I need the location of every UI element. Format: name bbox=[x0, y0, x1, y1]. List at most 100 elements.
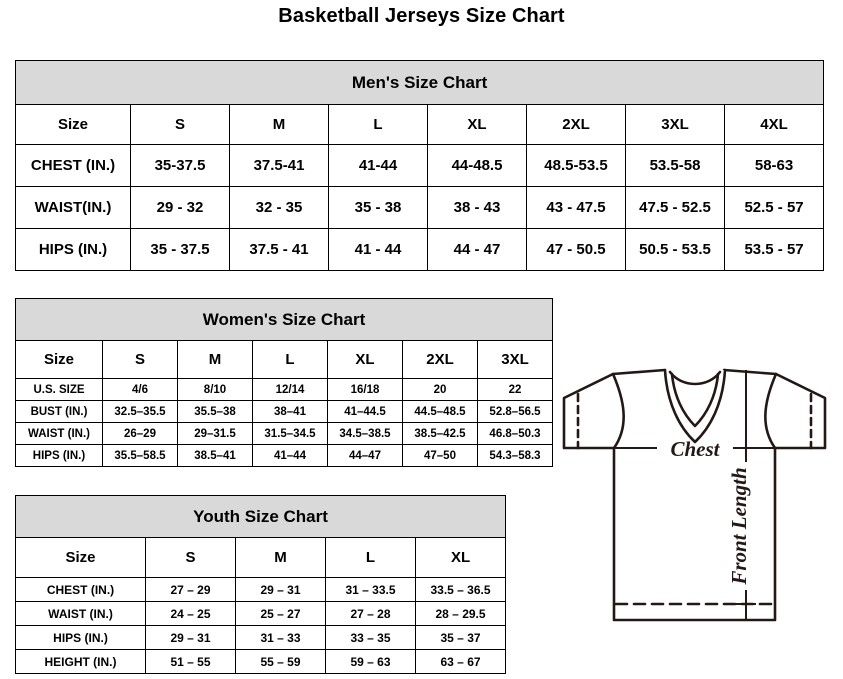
womens-row-label: HIPS (IN.) bbox=[15, 444, 103, 467]
table-cell: 44.5–48.5 bbox=[402, 400, 478, 423]
table-cell: 51 – 55 bbox=[145, 649, 236, 674]
youth-header-m: M bbox=[235, 537, 326, 578]
table-cell: 58-63 bbox=[723, 144, 825, 187]
table-cell: 25 – 27 bbox=[235, 601, 326, 626]
youth-band-title: Youth Size Chart bbox=[14, 495, 507, 538]
youth-band-row: Youth Size Chart bbox=[14, 495, 507, 538]
table-row: WAIST (IN.) 24 – 25 25 – 27 27 – 28 28 –… bbox=[15, 601, 507, 626]
table-cell: 53.5-58 bbox=[625, 144, 725, 187]
table-cell: 44-48.5 bbox=[427, 144, 527, 187]
womens-header-row: Size S M L XL 2XL 3XL bbox=[15, 340, 554, 379]
table-cell: 35 - 37.5 bbox=[130, 228, 230, 271]
table-cell: 50.5 - 53.5 bbox=[625, 228, 725, 271]
table-row: HIPS (IN.) 29 – 31 31 – 33 33 – 35 35 – … bbox=[15, 625, 507, 650]
youth-header-xl: XL bbox=[414, 537, 507, 578]
youth-row-label: HEIGHT (IN.) bbox=[15, 649, 146, 674]
mens-header-s: S bbox=[130, 104, 230, 145]
youth-header-s: S bbox=[145, 537, 236, 578]
table-cell: 31 – 33 bbox=[235, 625, 326, 650]
front-length-measure-line bbox=[736, 370, 756, 620]
table-row: HEIGHT (IN.) 51 – 55 55 – 59 59 – 63 63 … bbox=[15, 649, 507, 674]
womens-header-xl: XL bbox=[327, 340, 403, 379]
mens-band-title: Men's Size Chart bbox=[14, 60, 825, 105]
table-cell: 29 – 31 bbox=[145, 625, 236, 650]
table-cell: 27 – 29 bbox=[145, 577, 236, 602]
table-cell: 54.3–58.3 bbox=[476, 444, 554, 467]
table-cell: 38.5–41 bbox=[177, 444, 253, 467]
youth-header-row: Size S M L XL bbox=[15, 537, 507, 578]
table-cell: 35 – 37 bbox=[414, 625, 507, 650]
table-cell: 38.5–42.5 bbox=[402, 422, 478, 445]
womens-row-label: U.S. SIZE bbox=[15, 378, 103, 401]
table-row: CHEST (IN.) 35-37.5 37.5-41 41-44 44-48.… bbox=[15, 144, 825, 187]
womens-header-size: Size bbox=[15, 340, 103, 379]
womens-row-label: WAIST (IN.) bbox=[15, 422, 103, 445]
table-row: WAIST(IN.) 29 - 32 32 - 35 35 - 38 38 - … bbox=[15, 186, 825, 229]
mens-header-size: Size bbox=[15, 104, 131, 145]
table-row: CHEST (IN.) 27 – 29 29 – 31 31 – 33.5 33… bbox=[15, 577, 507, 602]
table-cell: 26–29 bbox=[102, 422, 178, 445]
womens-header-3xl: 3XL bbox=[476, 340, 554, 379]
youth-size-table: Youth Size Chart Size S M L XL CHEST (IN… bbox=[14, 495, 507, 674]
table-cell: 35.5–38 bbox=[177, 400, 253, 423]
table-cell: 24 – 25 bbox=[145, 601, 236, 626]
table-cell: 20 bbox=[402, 378, 478, 401]
table-row: HIPS (IN.) 35.5–58.5 38.5–41 41–44 44–47… bbox=[15, 444, 554, 467]
mens-header-4xl: 4XL bbox=[723, 104, 825, 145]
table-cell: 41–44 bbox=[252, 444, 328, 467]
table-cell: 41-44 bbox=[328, 144, 428, 187]
table-row: HIPS (IN.) 35 - 37.5 37.5 - 41 41 - 44 4… bbox=[15, 228, 825, 271]
table-cell: 32 - 35 bbox=[229, 186, 329, 229]
table-cell: 47 - 50.5 bbox=[526, 228, 626, 271]
mens-header-m: M bbox=[229, 104, 329, 145]
table-cell: 63 – 67 bbox=[414, 649, 507, 674]
table-cell: 31.5–34.5 bbox=[252, 422, 328, 445]
table-cell: 44 - 47 bbox=[427, 228, 527, 271]
table-cell: 8/10 bbox=[177, 378, 253, 401]
youth-row-label: WAIST (IN.) bbox=[15, 601, 146, 626]
table-cell: 41 - 44 bbox=[328, 228, 428, 271]
womens-header-s: S bbox=[102, 340, 178, 379]
mens-header-row: Size S M L XL 2XL 3XL 4XL bbox=[15, 104, 825, 145]
table-row: WAIST (IN.) 26–29 29–31.5 31.5–34.5 34.5… bbox=[15, 422, 554, 445]
table-cell: 48.5-53.5 bbox=[526, 144, 626, 187]
youth-header-l: L bbox=[325, 537, 416, 578]
table-cell: 47–50 bbox=[402, 444, 478, 467]
table-cell: 31 – 33.5 bbox=[325, 577, 416, 602]
mens-row-label: HIPS (IN.) bbox=[15, 228, 131, 271]
youth-row-label: HIPS (IN.) bbox=[15, 625, 146, 650]
table-cell: 28 – 29.5 bbox=[414, 601, 507, 626]
table-cell: 47.5 - 52.5 bbox=[625, 186, 725, 229]
mens-band-row: Men's Size Chart bbox=[14, 60, 825, 105]
mens-header-3xl: 3XL bbox=[625, 104, 725, 145]
mens-header-2xl: 2XL bbox=[526, 104, 626, 145]
table-cell: 37.5 - 41 bbox=[229, 228, 329, 271]
mens-size-table: Men's Size Chart Size S M L XL 2XL 3XL 4… bbox=[14, 60, 825, 271]
chest-label: Chest bbox=[670, 437, 720, 461]
youth-header-size: Size bbox=[15, 537, 146, 578]
table-cell: 29 – 31 bbox=[235, 577, 326, 602]
table-cell: 38 - 43 bbox=[427, 186, 527, 229]
jersey-tshirt-icon bbox=[562, 368, 827, 622]
table-cell: 38–41 bbox=[252, 400, 328, 423]
womens-size-table: Women's Size Chart Size S M L XL 2XL 3XL… bbox=[14, 298, 554, 467]
youth-row-label: CHEST (IN.) bbox=[15, 577, 146, 602]
table-cell: 35-37.5 bbox=[130, 144, 230, 187]
mens-header-l: L bbox=[328, 104, 428, 145]
mens-row-label: WAIST(IN.) bbox=[15, 186, 131, 229]
table-row: BUST (IN.) 32.5–35.5 35.5–38 38–41 41–44… bbox=[15, 400, 554, 423]
table-cell: 59 – 63 bbox=[325, 649, 416, 674]
table-cell: 52.8–56.5 bbox=[476, 400, 554, 423]
table-cell: 34.5–38.5 bbox=[327, 422, 403, 445]
table-cell: 29–31.5 bbox=[177, 422, 253, 445]
table-cell: 27 – 28 bbox=[325, 601, 416, 626]
womens-band-row: Women's Size Chart bbox=[14, 298, 554, 341]
table-cell: 52.5 - 57 bbox=[723, 186, 825, 229]
womens-row-label: BUST (IN.) bbox=[15, 400, 103, 423]
womens-header-l: L bbox=[252, 340, 328, 379]
table-cell: 35 - 38 bbox=[328, 186, 428, 229]
jersey-measurement-diagram: Chest Front Length bbox=[520, 352, 840, 677]
table-cell: 32.5–35.5 bbox=[102, 400, 178, 423]
table-row: U.S. SIZE 4/6 8/10 12/14 16/18 20 22 bbox=[15, 378, 554, 401]
table-cell: 4/6 bbox=[102, 378, 178, 401]
